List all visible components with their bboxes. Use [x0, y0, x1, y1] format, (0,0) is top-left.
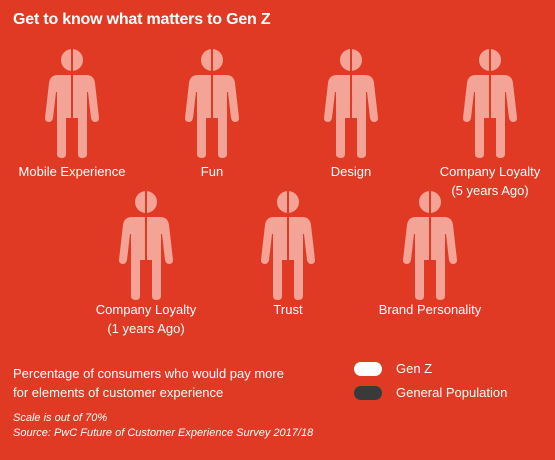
category-label: Brand Personality [379, 300, 482, 319]
legend-swatch-general-population [354, 385, 382, 400]
category-label-line: Company Loyalty [95, 302, 197, 317]
category-label-line: (5 years Ago) [451, 183, 529, 198]
category-label-line: Company Loyalty [439, 164, 541, 179]
person-icon [323, 48, 379, 158]
legend-label-general-population: General Population [396, 385, 508, 400]
legend-label-gen-z: Gen Z [396, 361, 433, 376]
category-label: Company Loyalty (1 years Ago) [96, 300, 196, 338]
category-label: Trust [273, 300, 302, 319]
category-label: Mobile Experience [19, 162, 126, 181]
category-label-line: (1 years Ago) [107, 321, 185, 336]
legend-item-gen-z: Gen Z [354, 361, 432, 376]
person-icon [402, 190, 458, 300]
description-line-1: Percentage of consumers who would pay mo… [13, 366, 284, 381]
category-label-line: Trust [273, 302, 303, 317]
category-label: Design [331, 162, 371, 181]
chart-notes: Scale is out of 70% Source: PwC Future o… [13, 411, 313, 441]
category-label: Fun [201, 162, 223, 181]
source-note: Source: PwC Future of Customer Experienc… [13, 427, 314, 439]
legend-swatch-gen-z [354, 361, 382, 376]
category-label-line: Fun [200, 164, 224, 179]
scale-note: Scale is out of 70% [13, 412, 108, 424]
person-icon [260, 190, 316, 300]
person-icon [44, 48, 100, 158]
description-line-2: for elements of customer experience [13, 385, 224, 400]
category-label-line: Brand Personality [378, 302, 482, 317]
person-icon [462, 48, 518, 158]
person-icon [118, 190, 174, 300]
person-icon [184, 48, 240, 158]
legend-item-general-population: General Population [354, 385, 507, 400]
category-label-line: Design [330, 164, 372, 179]
category-label: Company Loyalty (5 years Ago) [440, 162, 540, 200]
category-label-line: Mobile Experience [18, 164, 126, 179]
chart-description: Percentage of consumers who would pay mo… [13, 364, 333, 402]
chart-title: Get to know what matters to Gen Z [13, 11, 271, 28]
